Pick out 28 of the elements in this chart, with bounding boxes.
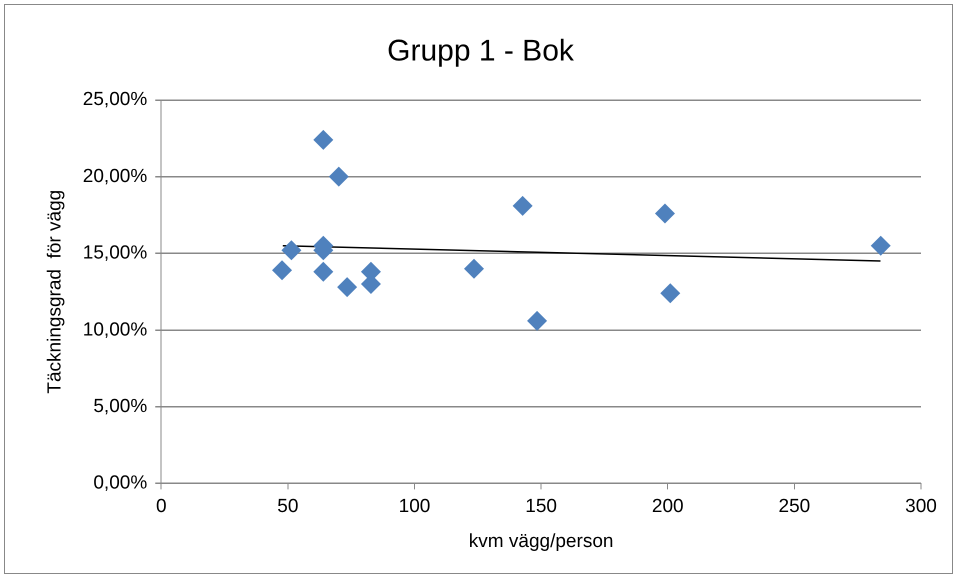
point xyxy=(337,277,358,298)
point xyxy=(281,240,302,260)
chart-title: Grupp 1 - Bok xyxy=(387,34,575,68)
x-tick-label: 150 xyxy=(525,496,557,518)
y-tick-label: 25,00% xyxy=(82,89,148,110)
y-tick-label: 0,00% xyxy=(93,472,148,494)
x-tick-label: 200 xyxy=(652,496,684,518)
y-axis-title: Täckningsgrad för vägg xyxy=(44,190,66,394)
x-axis-title: kvm vägg/person xyxy=(468,530,614,552)
point xyxy=(328,166,349,187)
y-tick-label: 20,00% xyxy=(82,166,148,187)
x-tick-label: 0 xyxy=(156,496,167,518)
point xyxy=(313,130,334,150)
x-tick-label: 50 xyxy=(277,496,298,518)
x-tick-label: 250 xyxy=(778,496,810,518)
y-tick-label: 10,00% xyxy=(82,319,148,340)
x-tick-label: 300 xyxy=(905,496,937,518)
x-tick-label: 100 xyxy=(398,496,430,518)
point xyxy=(464,258,484,279)
y-tick-label: 15,00% xyxy=(82,242,148,264)
y-tick-label: 5,00% xyxy=(93,396,148,417)
point xyxy=(512,196,533,216)
point xyxy=(527,310,548,331)
point xyxy=(660,283,680,304)
point xyxy=(870,236,891,256)
point xyxy=(272,260,292,280)
point xyxy=(313,262,334,282)
point xyxy=(654,203,675,224)
